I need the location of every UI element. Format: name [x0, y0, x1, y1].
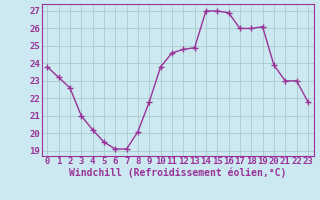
X-axis label: Windchill (Refroidissement éolien,°C): Windchill (Refroidissement éolien,°C) [69, 168, 286, 178]
